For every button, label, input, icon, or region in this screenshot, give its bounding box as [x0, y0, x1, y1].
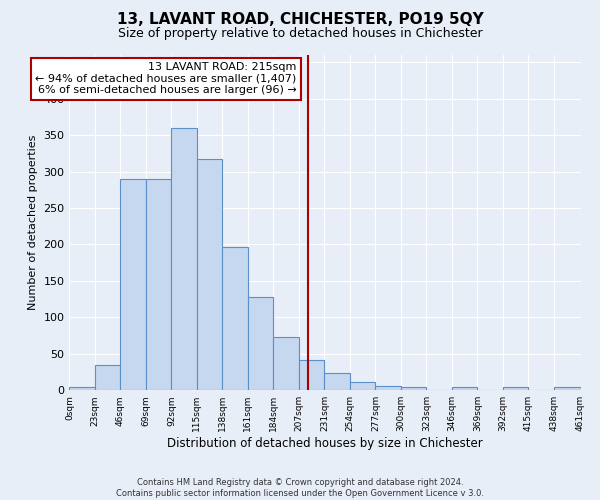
Bar: [401, 386, 427, 390]
Bar: [248, 297, 274, 390]
Bar: [70, 386, 95, 390]
Text: Size of property relative to detached houses in Chichester: Size of property relative to detached ho…: [118, 28, 482, 40]
Text: 13, LAVANT ROAD, CHICHESTER, PO19 5QY: 13, LAVANT ROAD, CHICHESTER, PO19 5QY: [116, 12, 484, 28]
Bar: [299, 360, 325, 390]
Bar: [172, 128, 197, 390]
Bar: [554, 386, 581, 390]
Bar: [503, 386, 529, 390]
Bar: [376, 386, 401, 390]
Bar: [197, 159, 223, 390]
Text: Contains HM Land Registry data © Crown copyright and database right 2024.
Contai: Contains HM Land Registry data © Crown c…: [116, 478, 484, 498]
Bar: [95, 364, 121, 390]
Bar: [350, 382, 376, 390]
X-axis label: Distribution of detached houses by size in Chichester: Distribution of detached houses by size …: [167, 437, 483, 450]
Bar: [274, 337, 299, 390]
Bar: [452, 386, 478, 390]
Bar: [223, 246, 248, 390]
Bar: [121, 179, 146, 390]
Y-axis label: Number of detached properties: Number of detached properties: [28, 135, 38, 310]
Text: 13 LAVANT ROAD: 215sqm
← 94% of detached houses are smaller (1,407)
6% of semi-d: 13 LAVANT ROAD: 215sqm ← 94% of detached…: [35, 62, 297, 96]
Bar: [325, 374, 350, 390]
Bar: [146, 179, 172, 390]
